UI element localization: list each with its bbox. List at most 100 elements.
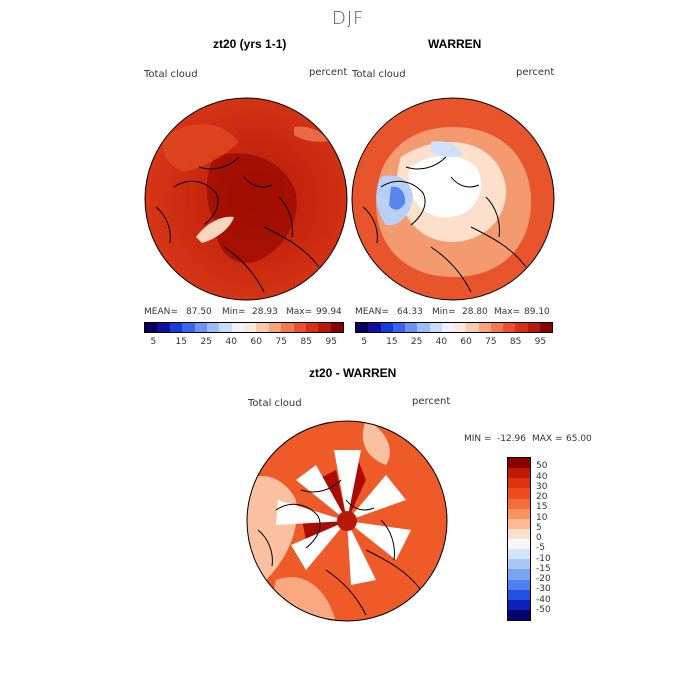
panel-1-ne-patch [294,126,328,142]
panel-3-variable-label: Total cloud [248,398,302,409]
panel-1-coast-2 [155,176,293,244]
colorbar-tick-label: 15 [386,337,398,347]
panel-2-pale-blue-patch [431,141,463,158]
panel-2-deep-blue [389,186,406,210]
colorbar-swatch [508,518,530,529]
colorbar-swatch [508,569,530,580]
colorbar-tick-label: 60 [460,337,472,347]
panel-3-max-value: 65.00 [566,434,592,444]
colorbar-swatch [508,589,530,600]
colorbar-tick-label: 10 [536,512,548,523]
panel-3-min-value: -12.96 [497,434,527,444]
panel-3-title: zt20 - WARREN [309,366,397,380]
colorbar-swatch [508,528,530,539]
panel-1-units-label: percent [309,67,348,78]
colorbar-swatch [508,609,530,620]
colorbar-swatch [508,579,530,590]
colorbar-swatch [256,323,269,332]
colorbar-swatch [206,323,220,332]
colorbar-tick-label: 5 [150,337,157,347]
colorbar-swatch [508,488,530,499]
panel-2-mean-label: MEAN= [355,307,389,317]
colorbar-tick-label: 95 [325,337,337,347]
colorbar-tick-label: 85 [509,337,522,347]
colorbar-swatch [194,323,207,332]
colorbar-swatch [508,549,530,560]
panel-2-mean-value: 64.33 [397,307,423,317]
panel-1-low-cloud-patch [196,216,234,243]
panel-1-dark-core [206,153,297,263]
panel-1-colorbar [144,322,344,333]
colorbar-tick-label: 40 [536,471,548,482]
panel-1-title: zt20 (yrs 1-1) [213,37,287,51]
colorbar-swatch [392,323,405,332]
colorbar-swatch [508,498,530,509]
colorbar-tick-label: -5 [536,543,545,554]
colorbar-tick-label: 40 [225,337,237,347]
colorbar-swatch [231,323,244,332]
panel-2-colorbar [355,322,553,333]
colorbar-swatch [182,323,195,332]
panel-3-min-label: MIN = [464,434,492,444]
colorbar-swatch [508,508,530,519]
panel-1-mean-value: 87.50 [186,307,212,317]
figure-title: DJF [332,8,365,29]
panel-3-colorbar-ticks: 50 40 30 20 15 10 5 0 -5 -10 -15 -20 -30 -40 -50 [536,457,576,621]
colorbar-tick-label: 15 [175,337,187,347]
colorbar-swatch [318,323,331,332]
panel-2-max-label: Max= [494,307,521,317]
colorbar-swatch [219,323,232,332]
colorbar-tick-label: -40 [536,594,551,605]
colorbar-swatch [268,323,282,332]
panel-1-min-label: Min= [222,307,246,317]
colorbar-swatch [429,323,442,332]
colorbar-tick-label: 20 [536,492,548,502]
panel-2-coast-1 [380,156,527,293]
colorbar-swatch [169,323,183,332]
panel-2-variable-label: Total cloud [352,69,406,80]
panel-2-min-value: 28.80 [462,307,488,317]
colorbar-swatch [478,323,491,332]
panel-1-polar-map [144,97,348,301]
panel-2-coast-2 [362,176,500,244]
colorbar-swatch [539,323,552,332]
colorbar-tick-label: 30 [536,481,548,492]
colorbar-tick-label: -30 [536,584,551,595]
colorbar-tick-label: 5 [536,522,542,533]
colorbar-swatch [281,323,294,332]
colorbar-tick-label: 50 [536,461,548,472]
colorbar-tick-label: 85 [300,337,312,347]
panel-1-colorbar-ticks: 5 15 25 40 60 75 85 95 [144,337,344,349]
colorbar-tick-label: -15 [536,563,551,574]
panel-3-pole-cap [337,511,357,531]
panel-2-polar-map [351,97,555,301]
panel-3-colorbar [507,457,531,621]
colorbar-swatch [508,599,530,610]
panel-2-colorbar-ticks: 5 15 25 40 60 75 85 95 [355,337,553,349]
colorbar-swatch [466,323,479,332]
colorbar-swatch [490,323,503,332]
colorbar-swatch [508,468,530,479]
colorbar-swatch [145,323,158,332]
colorbar-swatch [417,323,430,332]
panel-1-max-label: Max= [286,307,313,317]
colorbar-swatch [244,323,257,332]
panel-3-polar-map [246,420,448,622]
colorbar-swatch [293,323,306,332]
colorbar-tick-label: 25 [410,337,423,347]
colorbar-swatch [356,323,369,332]
colorbar-swatch [441,323,454,332]
colorbar-swatch [454,323,467,332]
colorbar-tick-label: 75 [275,337,287,347]
panel-1-min-value: 28.93 [252,307,278,317]
colorbar-tick-label: 0 [536,533,542,543]
colorbar-tick-label: 60 [250,337,262,347]
colorbar-swatch [380,323,393,332]
colorbar-swatch [405,323,418,332]
panel-3-pale-top [362,421,390,465]
panel-1-mean-label: MEAN= [144,307,178,317]
colorbar-swatch [515,323,528,332]
colorbar-tick-label: -10 [536,553,551,564]
panel-1-variable-label: Total cloud [144,69,198,80]
colorbar-tick-label: 95 [534,337,547,347]
